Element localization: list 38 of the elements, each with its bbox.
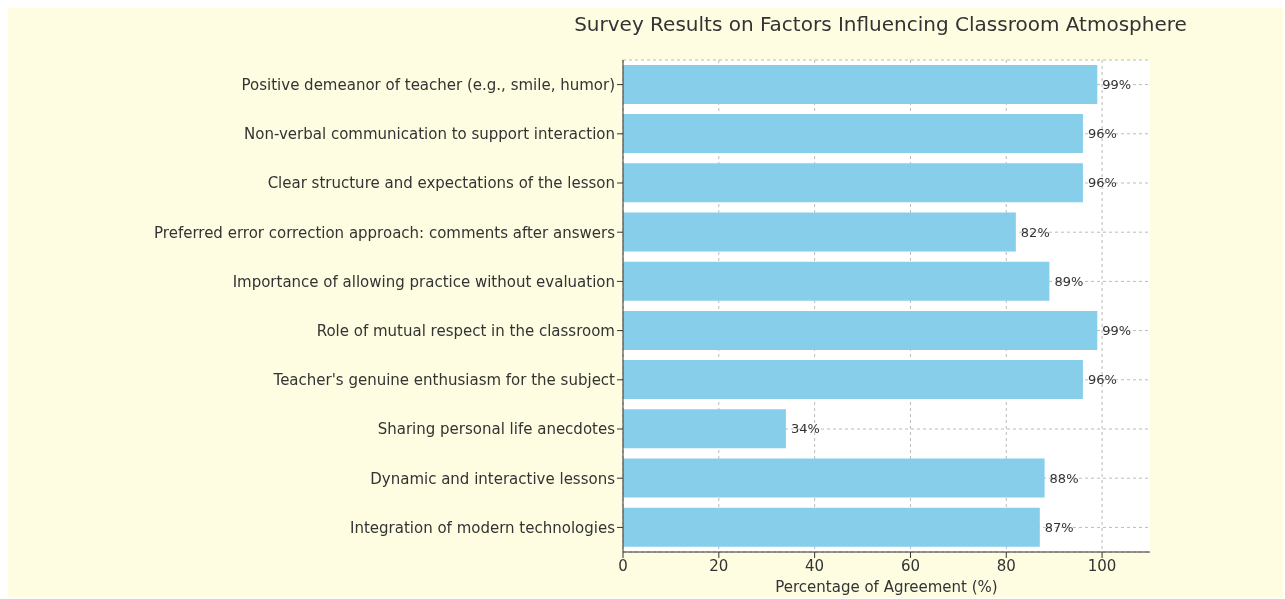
data-label: 99% (1102, 77, 1132, 93)
y-tick-label: Non-verbal communication to support interaction (244, 125, 615, 144)
data-label: 82% (1020, 224, 1050, 240)
y-tick-label: Role of mutual respect in the classroom (316, 321, 615, 340)
bar (623, 114, 1083, 154)
data-label: 96% (1087, 126, 1117, 142)
y-tick-label: Sharing personal life anecdotes (377, 420, 616, 439)
bar (623, 310, 1098, 350)
bar (623, 64, 1098, 104)
bar (623, 458, 1045, 498)
chart-title: Survey Results on Factors Influencing Classroom Atmosphere (573, 12, 1188, 36)
bar (623, 409, 786, 449)
data-label: 88% (1049, 470, 1079, 486)
bar (623, 163, 1083, 203)
data-label: 89% (1054, 273, 1084, 289)
y-tick-label: Dynamic and interactive lessons (370, 469, 616, 488)
x-axis-title: Percentage of Agreement (%) (775, 578, 998, 596)
data-label: 34% (790, 421, 820, 437)
bar (623, 261, 1050, 301)
data-label: 99% (1102, 323, 1132, 339)
y-tick-label: Clear structure and expectations of the lesson (267, 174, 615, 193)
data-label: 96% (1087, 372, 1117, 388)
x-tick-label: 40 (805, 556, 825, 575)
x-tick-label: 60 (900, 556, 920, 575)
bar (623, 507, 1040, 547)
bar (623, 212, 1016, 252)
bar (623, 360, 1083, 400)
y-tick-label: Importance of allowing practice without evaluation (232, 272, 615, 291)
x-tick-label: 0 (618, 556, 628, 575)
x-tick-label: 20 (709, 556, 729, 575)
y-tick-label: Integration of modern technologies (350, 518, 616, 537)
data-label: 96% (1087, 175, 1117, 191)
y-tick-label: Teacher's genuine enthusiasm for the subject (272, 371, 616, 390)
y-tick-label: Positive demeanor of teacher (e.g., smile, humor) (241, 75, 615, 94)
data-label: 87% (1044, 519, 1074, 535)
y-tick-label: Preferred error correction approach: comments after answers (154, 223, 616, 242)
x-tick-label: 100 (1087, 556, 1117, 575)
x-tick-label: 80 (996, 556, 1016, 575)
